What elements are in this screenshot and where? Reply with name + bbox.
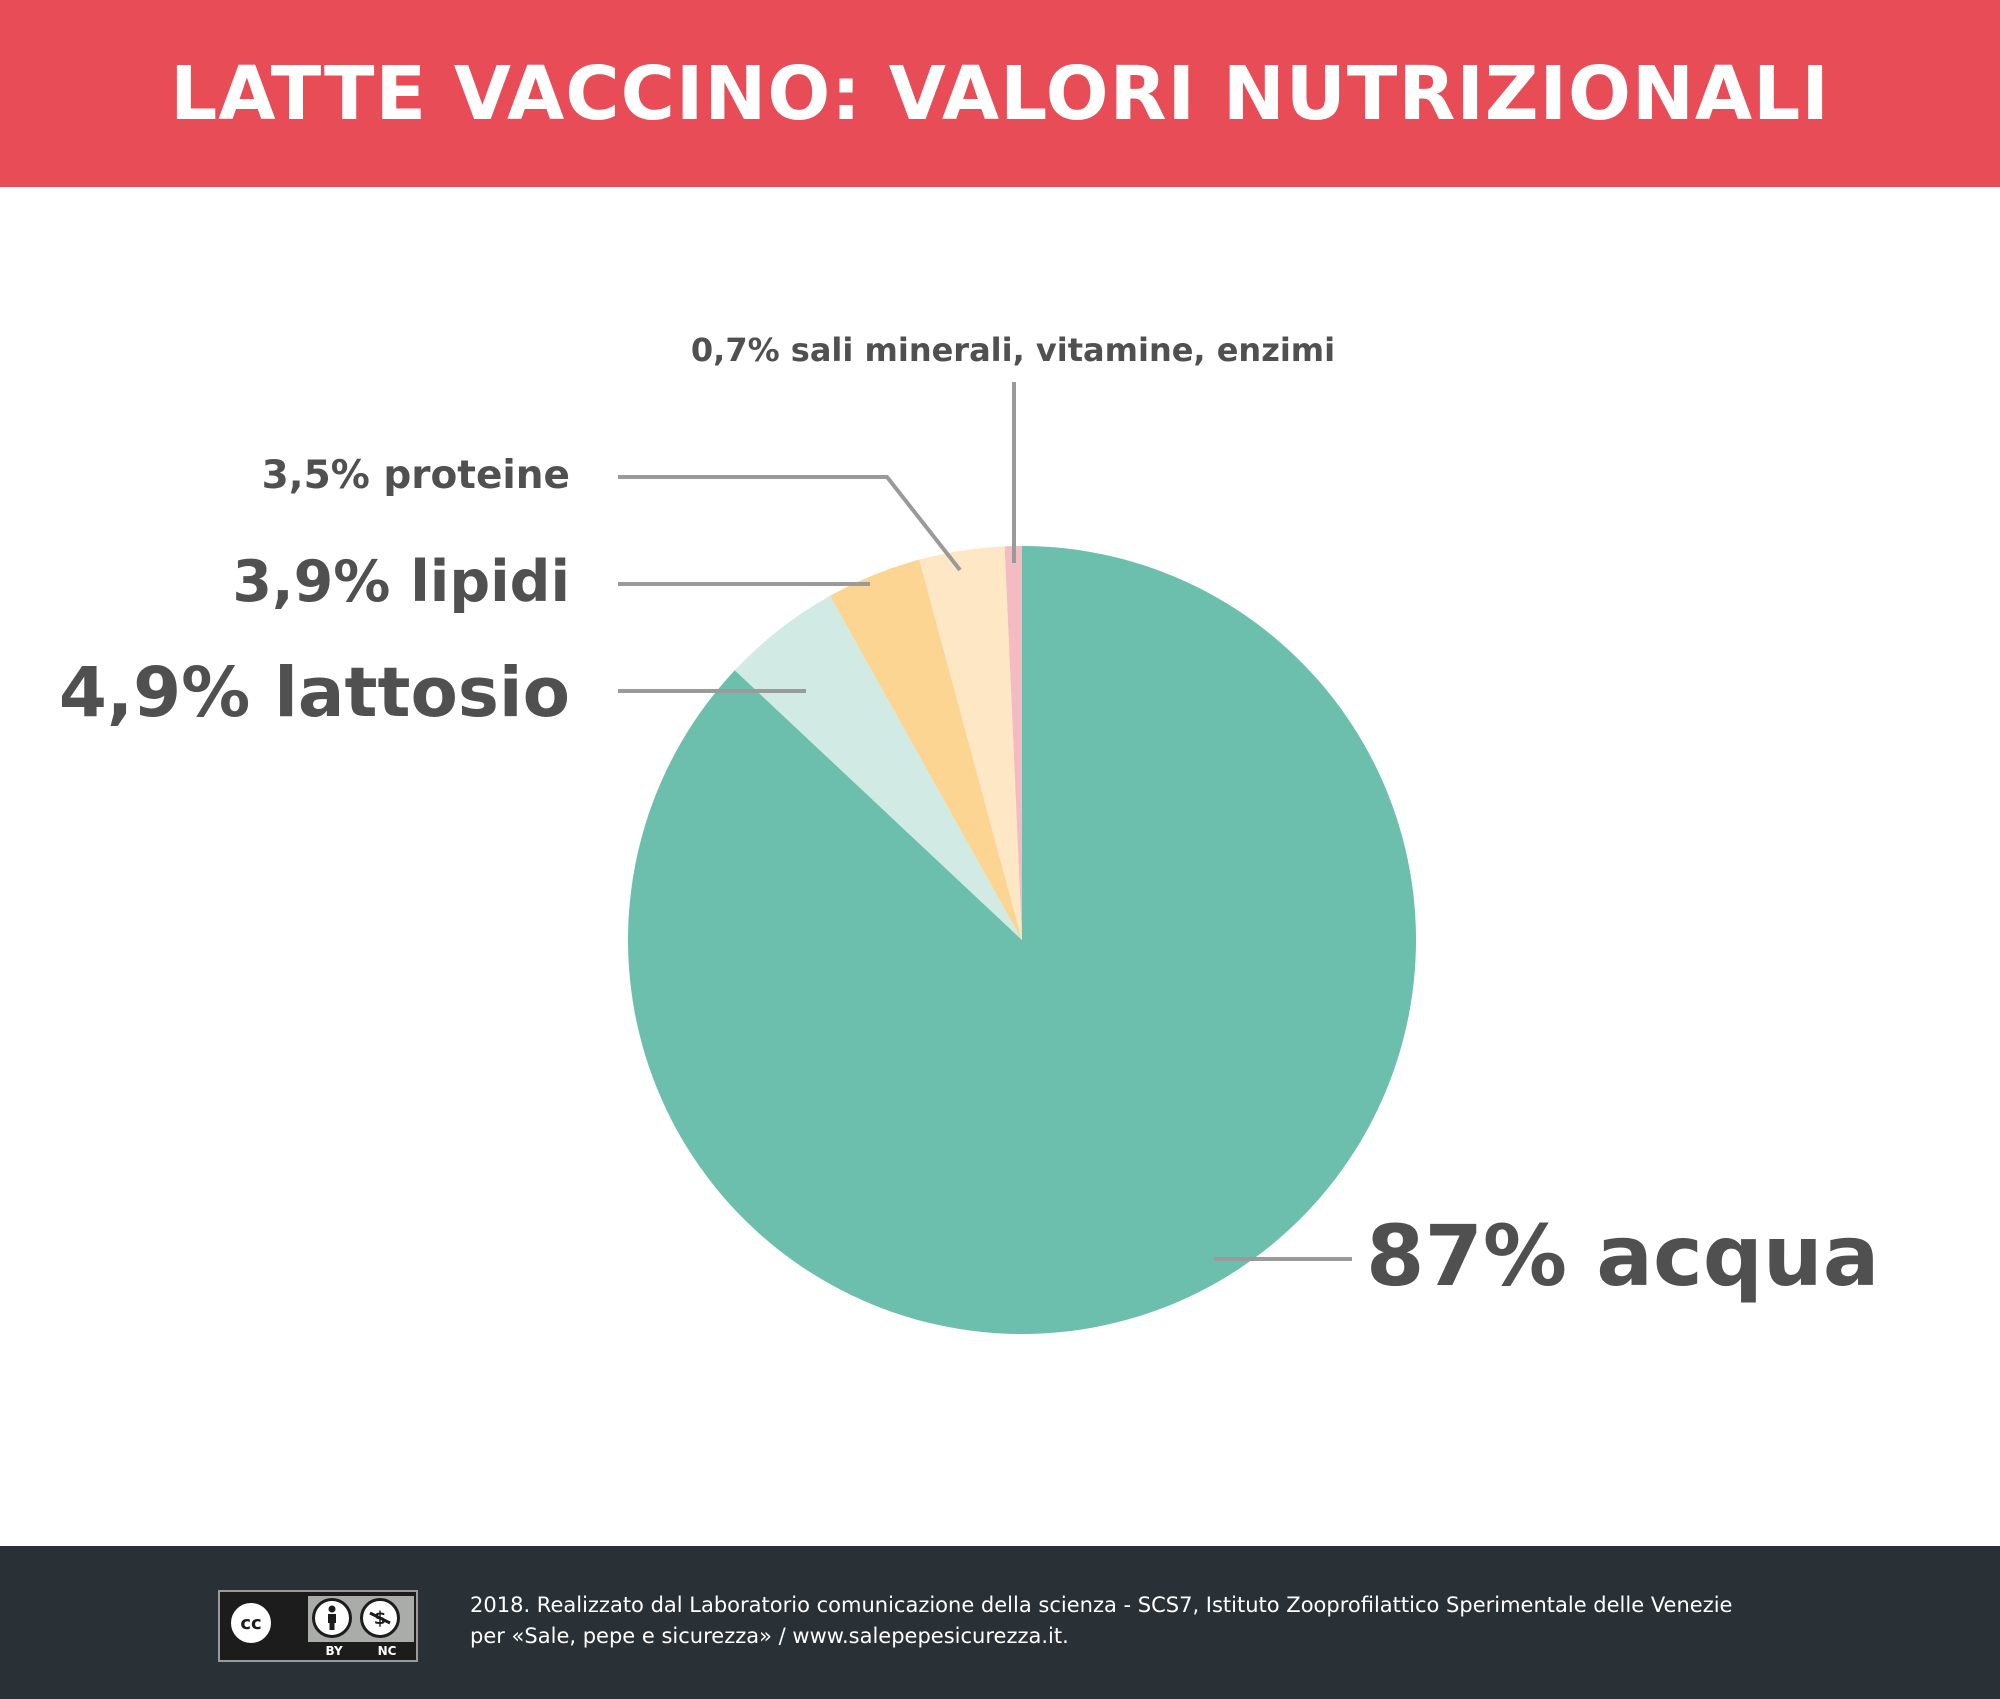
pie-slice-lipidi (830, 559, 1022, 940)
label-lattosio: 4,9% lattosio (59, 653, 570, 733)
cc-labels: BY NC (308, 1642, 414, 1660)
noncommercial-icon: $ (360, 1598, 400, 1638)
label-sali: 0,7% sali minerali, vitamine, enzimi (691, 331, 1335, 369)
pie-slice-sali (1004, 546, 1022, 940)
label-acqua: 87% acqua (1366, 1207, 1879, 1305)
credit-line-1: 2018. Realizzato dal Laboratorio comunic… (470, 1593, 1733, 1617)
leader-line (618, 475, 962, 572)
credit-text: 2018. Realizzato dal Laboratorio comunic… (470, 1590, 1732, 1652)
pie-slice-proteine (919, 546, 1022, 940)
pie-slice-acqua (628, 546, 1417, 1334)
label-proteine: 3,5% proteine (262, 453, 570, 498)
title-banner: LATTE VACCINO: VALORI NUTRIZIONALI (0, 0, 2000, 187)
cc-nc-label: NC (377, 1644, 397, 1658)
pie-chart: 87% acqua 4,9% lattosio 3,9% lipidi 3,5% pr… (59, 331, 1879, 1334)
attribution-person-icon (312, 1598, 352, 1638)
cc-logo-icon: cc (228, 1600, 274, 1646)
pie-slice-lattosio (734, 595, 1022, 940)
cc-license-badge[interactable]: cc $ BY NC (218, 1590, 418, 1662)
credit-line-2: per «Sale, pepe e sicurezza» / www.salep… (470, 1624, 1069, 1648)
page-title: LATTE VACCINO: VALORI NUTRIZIONALI (170, 50, 1830, 137)
label-lipidi: 3,9% lipidi (232, 549, 570, 615)
footer: cc $ BY NC 2018. Realizzato dal Laborato… (0, 1546, 2000, 1699)
cc-by-label: BY (325, 1644, 343, 1658)
